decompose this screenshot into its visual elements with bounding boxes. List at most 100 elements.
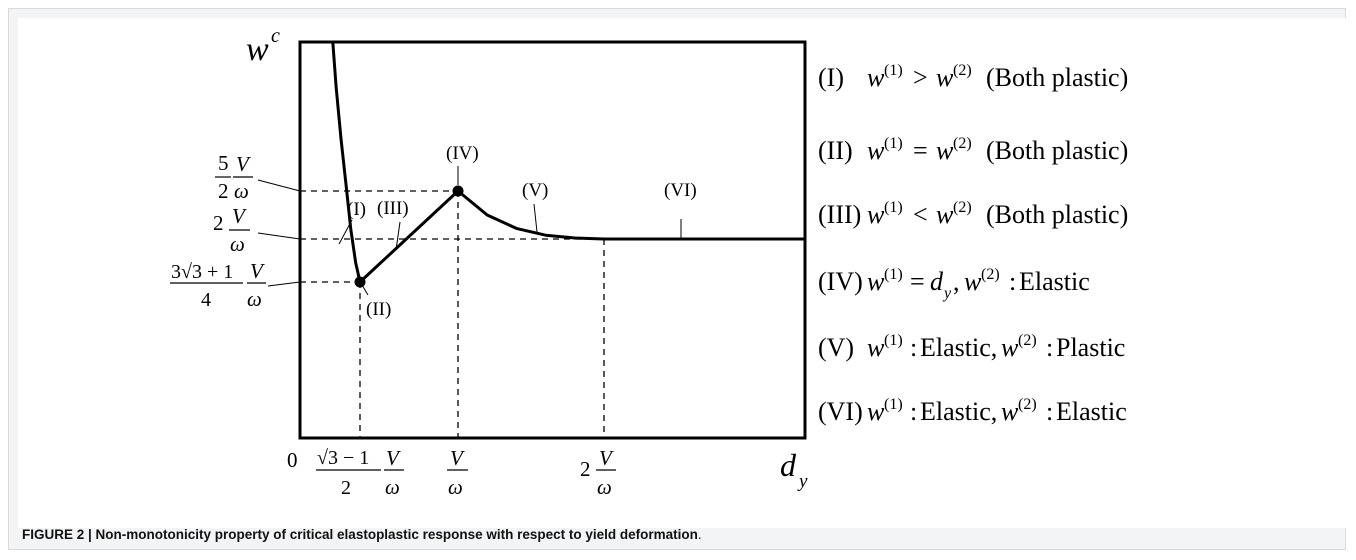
svg-text:(2): (2) [953,135,972,152]
svg-text:V: V [599,446,614,470]
svg-text::: : [910,397,917,426]
svg-text:(IV): (IV) [818,267,863,296]
svg-text:w: w [964,267,982,296]
svg-text::: : [1046,397,1053,426]
svg-text::: : [910,333,917,362]
svg-text:(V): (V) [522,180,548,201]
point-IV [452,185,464,197]
x-tick-sqrt3: √3 − 1 2 V ω [316,446,404,499]
svg-text:2: 2 [213,211,224,235]
svg-text::: : [1046,333,1053,362]
svg-text:(2): (2) [953,199,972,216]
curve-segment-I [331,41,362,283]
svg-text:w: w [867,397,885,426]
svg-text:(III): (III) [818,200,861,229]
svg-text:ω: ω [230,232,245,256]
svg-text:(2): (2) [981,266,1000,283]
chart-svg: w c d y 5 2 V ω 2 V ω 3√3 + 1 4 V [170,25,1128,499]
svg-text:c: c [271,25,280,47]
svg-text:(Both plastic): (Both plastic) [986,63,1128,92]
svg-text:(1): (1) [884,266,903,283]
legend-entry-II: (II) w (1) = w (2) (Both plastic) [818,135,1128,165]
svg-text:(VI): (VI) [818,397,863,426]
svg-text:2: 2 [580,457,591,481]
svg-text:>: > [913,63,928,92]
svg-text:w: w [867,267,885,296]
svg-text:=: = [913,136,928,165]
svg-text:(I): (I) [347,199,366,220]
caption-end: . [697,527,702,542]
y-tick-2: 2 V ω [213,204,250,256]
curve-group [331,41,805,288]
svg-text:3√3 + 1: 3√3 + 1 [171,261,233,283]
svg-text:y: y [942,285,952,302]
svg-text:(Both plastic): (Both plastic) [986,200,1128,229]
legend-entry-III: (III) w (1) < w (2) (Both plastic) [818,199,1128,229]
svg-text:w: w [867,63,885,92]
svg-text:d: d [780,447,797,483]
svg-text:ω: ω [234,179,249,203]
curve-segment-V [457,189,605,241]
svg-text:ω: ω [448,475,463,499]
figure-caption: FIGURE 2 | Non-monotonicity property of … [22,527,702,542]
svg-text:w: w [936,63,954,92]
svg-text:0: 0 [287,448,298,472]
svg-text:Elastic,: Elastic, [920,397,997,426]
svg-text:,: , [953,267,960,296]
legend-entry-I: (I) w (1) > w (2) (Both plastic) [818,62,1128,92]
legend-entry-VI: (VI) w (1) : Elastic, w (2) : Elastic [818,396,1127,426]
svg-text:Elastic: Elastic [1056,397,1127,426]
svg-text:w: w [1001,333,1019,362]
svg-text:(1): (1) [884,332,903,349]
svg-text:(1): (1) [884,62,903,79]
svg-text:w: w [867,333,885,362]
svg-text:(2): (2) [953,62,972,79]
svg-text:√3 − 1: √3 − 1 [317,447,369,469]
svg-text:4: 4 [201,289,211,311]
curve-label-VI: (VI) [664,180,697,239]
svg-text:ω: ω [385,475,400,499]
svg-text:(V): (V) [818,333,854,362]
svg-text:ω: ω [247,287,262,311]
svg-text:(VI): (VI) [664,180,697,201]
y-tick-leaders [257,179,301,287]
svg-text:(Both plastic): (Both plastic) [986,136,1128,165]
svg-text:(I): (I) [818,63,844,92]
x-tick-2: 2 V ω [580,446,616,499]
svg-text:w: w [246,31,269,68]
svg-text:V: V [232,204,247,228]
svg-text:(1): (1) [884,135,903,152]
svg-text:<: < [913,200,928,229]
svg-text:d: d [930,267,944,296]
svg-text:V: V [386,446,401,470]
svg-text:(IV): (IV) [446,143,479,164]
svg-text:ω: ω [597,475,612,499]
svg-text:w: w [936,200,954,229]
svg-text:w: w [1001,397,1019,426]
svg-text:2: 2 [218,179,229,203]
svg-text:(1): (1) [884,396,903,413]
svg-text:V: V [450,446,465,470]
svg-text:Elastic,: Elastic, [920,333,997,362]
svg-text:(II): (II) [818,136,853,165]
x-axis-label: d y [780,447,808,492]
svg-text:V: V [236,152,251,176]
y-axis-label: w c [246,25,280,68]
svg-text:(2): (2) [1018,396,1037,413]
svg-text:Elastic: Elastic [1019,267,1090,296]
legend-entry-IV: (IV) w (1) = d y , w (2) : Elastic [818,266,1090,302]
svg-text:w: w [867,200,885,229]
svg-text:=: = [910,267,925,296]
curve-label-III: (III) [377,198,409,251]
curve-label-II: (II) [361,284,391,320]
svg-text:2: 2 [341,477,351,499]
curve-label-IV: (IV) [446,143,479,185]
x-tick-0: 0 [287,448,298,472]
curve-label-I: (I) [338,199,366,245]
y-tick-5-2: 5 2 V ω [215,151,253,203]
curve-label-V: (V) [522,180,548,233]
svg-text:w: w [936,136,954,165]
svg-text:y: y [797,471,808,492]
legend-entry-V: (V) w (1) : Elastic, w (2) : Plastic [818,332,1125,362]
svg-text:(1): (1) [884,199,903,216]
